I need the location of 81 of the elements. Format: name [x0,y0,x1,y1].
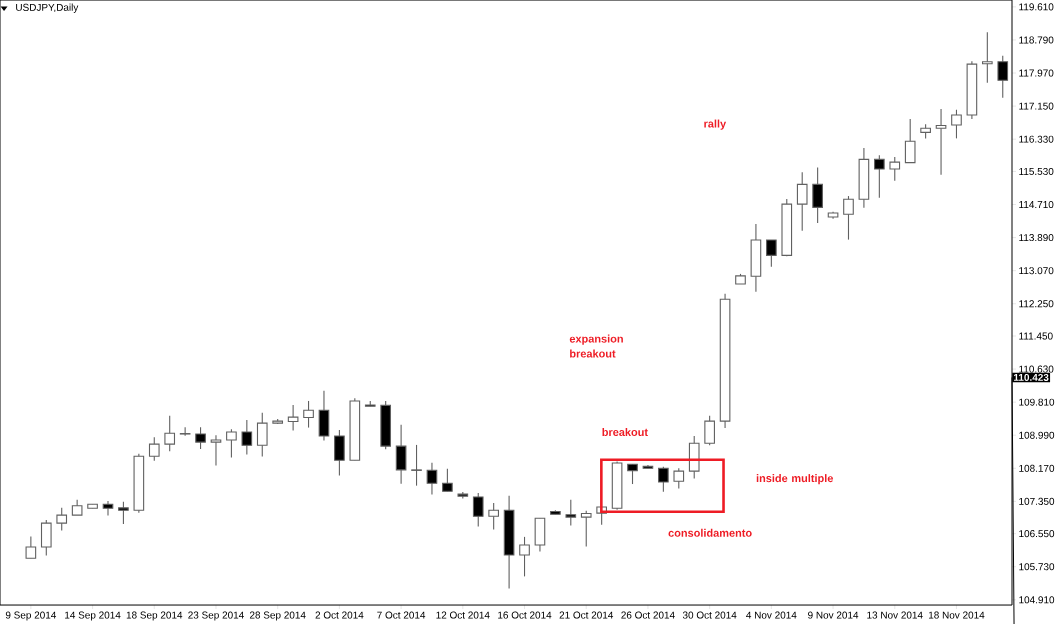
candlestick [472,492,484,527]
x-tick-label: 12 Oct 2014 [436,611,490,619]
annotation: inside multiple [756,474,833,485]
y-tick-label: 107.350 [1019,497,1055,505]
text: 110.423 [1014,373,1049,381]
y-tick-label: 108.990 [1019,431,1055,439]
y-tick-label: 108.170 [1019,464,1055,472]
candlestick [395,424,407,485]
candlestick [148,436,160,462]
y-tick-label: 113.890 [1019,234,1054,242]
candlestick [303,400,314,429]
candlestick [627,463,638,485]
y-tick-label: 115.530 [1019,167,1054,175]
y-tick-label: 116.330 [1019,135,1054,143]
candlestick [241,419,253,456]
annotation: consolidamento [668,528,752,537]
y-tick-label: 117.970 [1019,69,1054,77]
candlestick [426,462,438,496]
x-tick-label: 13 Nov 2014 [867,611,923,619]
candlestick [287,404,299,431]
candlestick [796,171,808,232]
annotation: rally [704,119,727,130]
candlestick [102,500,114,517]
candlestick [704,415,715,446]
candlestick [40,519,52,556]
candlestick [25,535,37,559]
candlestick [164,415,176,452]
chart-title: USDJPY,Daily [16,3,79,13]
candlestick [580,510,592,548]
y-tick-label: 117.150 [1019,102,1054,110]
candlestick [195,426,206,450]
annotation: breakout [602,427,648,437]
x-tick-label: 21 Oct 2014 [559,611,614,619]
candlestick [256,412,268,458]
x-tick-label: 7 Oct 2014 [377,611,426,619]
annotation: expansion breakout [569,334,623,358]
x-tick-label: 9 Sep 2014 [5,611,57,621]
x-tick-label: 30 Oct 2014 [682,611,737,619]
x-tick-label: 16 Oct 2014 [498,611,552,619]
x-tick-label: 18 Nov 2014 [928,611,985,619]
candlestick [812,166,823,224]
candlestick [904,118,916,164]
x-tick-label: 9 Nov 2014 [808,611,859,619]
candlestick [997,55,1009,99]
candlestick [981,31,993,84]
candlestick [766,239,777,268]
x-tick-label: 14 Sep 2014 [65,611,121,621]
candlestick [951,109,962,139]
y-tick-label: 118.790 [1019,36,1054,44]
x-tick-label: 28 Sep 2014 [249,611,306,621]
candlestick [226,428,237,458]
candlestick [411,444,422,487]
x-tick-label: 26 Oct 2014 [621,611,675,619]
candlestick [658,466,669,493]
y-tick-label: 119.610 [1019,3,1054,11]
y-tick-label: 112.250 [1019,300,1054,308]
candlestick [442,468,453,492]
candlestick [935,108,947,176]
x-tick-label: 18 Sep 2014 [126,611,183,621]
candlestick [118,501,129,525]
y-tick-label: 106.550 [1019,530,1055,538]
candlestick [210,434,222,467]
y-tick-label: 111.450 [1019,332,1053,340]
candlestick [673,467,685,490]
y-tick-label: 110.630 [1019,365,1054,373]
candlestick [843,195,854,241]
x-tick-label: 2 Oct 2014 [315,611,364,619]
candlestick [565,499,577,527]
y-tick-label: 105.730 [1019,563,1055,571]
x-tick-label: 4 Nov 2014 [746,611,797,619]
y-tick-label: 109.810 [1019,398,1055,406]
candlestick [488,502,499,531]
candlestick [56,507,68,531]
candlestick [179,426,191,437]
x-tick-label: 23 Sep 2014 [188,611,244,621]
y-tick-label: 113.070 [1019,267,1054,275]
y-tick-label: 114.710 [1019,201,1054,209]
y-tick-label: 104.910 [1019,596,1055,604]
candlestick [519,536,530,577]
candlestick [889,156,901,182]
candlestick [874,154,885,199]
